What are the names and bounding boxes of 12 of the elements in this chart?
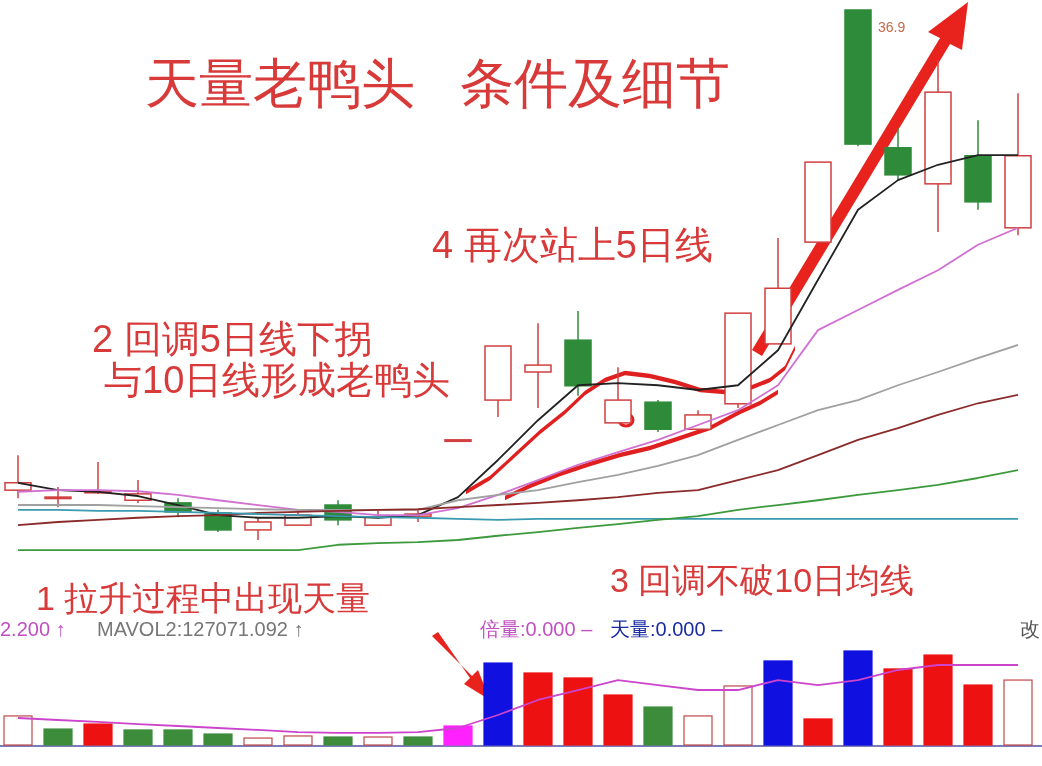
text: 2.200 ↑ bbox=[0, 618, 66, 640]
annotation: 与10日线形成老鸭头 bbox=[104, 359, 451, 401]
text: 3 回调不破10日均线 bbox=[610, 561, 915, 599]
text: 倍量:0.000 – bbox=[480, 618, 594, 640]
text: 天量:0.000 – bbox=[610, 618, 724, 640]
annotation: 4 再次站上5日线 bbox=[432, 224, 713, 266]
annotation: 36.9 bbox=[878, 19, 906, 35]
annotation: 2 回调5日线下拐 bbox=[92, 318, 373, 360]
text: MAVOL2:127071.092 ↑ bbox=[97, 618, 304, 640]
text: 1 拉升过程中出现天量 bbox=[36, 579, 371, 617]
text: 天量老鸭头 条件及细节 bbox=[145, 53, 731, 113]
text: 改 bbox=[1020, 618, 1040, 640]
